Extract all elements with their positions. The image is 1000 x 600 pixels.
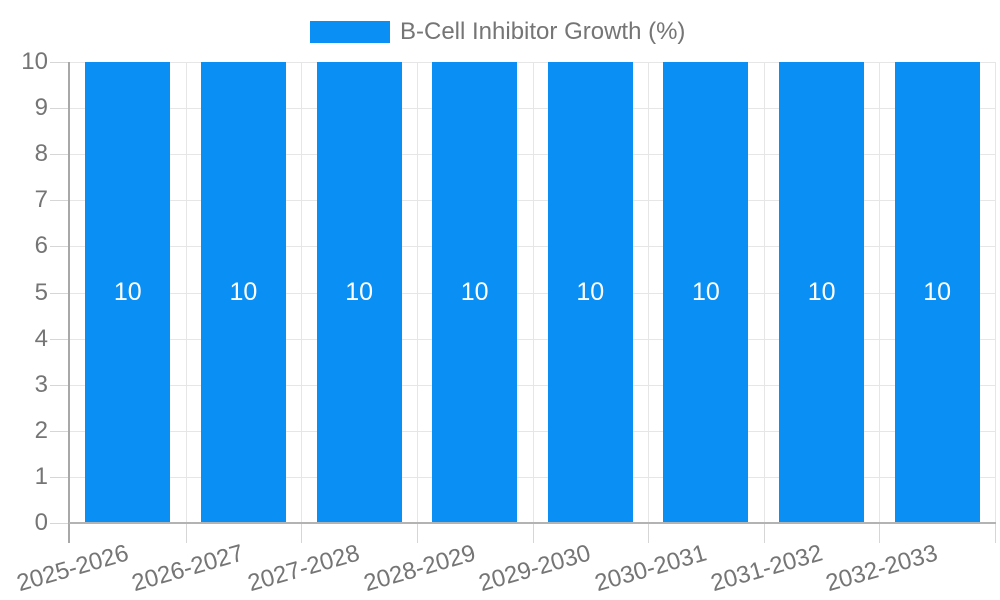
y-tick-label: 9: [34, 94, 48, 121]
y-gridline: [70, 62, 995, 63]
bar-value-label: 10: [460, 278, 489, 306]
y-gridline: [70, 246, 995, 247]
bar-2028-2029[interactable]: [432, 62, 518, 523]
bar-value-label: 10: [113, 278, 142, 306]
y-tick-label: 2: [34, 417, 48, 444]
category-boundary-gridline: [995, 62, 996, 523]
y-tick-mark: [50, 246, 69, 247]
category-boundary-gridline: [301, 62, 302, 523]
y-tick-label: 10: [21, 48, 48, 75]
y-gridline: [70, 339, 995, 340]
y-gridline: [70, 293, 995, 294]
x-tick-mark: [533, 523, 534, 543]
category-boundary-gridline: [764, 62, 765, 523]
x-tick-mark: [764, 523, 765, 543]
y-gridline: [70, 431, 995, 432]
y-tick-label: 8: [34, 140, 48, 167]
y-gridline: [70, 108, 995, 109]
x-tick-mark: [186, 523, 187, 543]
y-tick-label: 4: [34, 325, 48, 352]
bar-value-label: 10: [923, 278, 952, 306]
y-tick-label: 1: [34, 463, 48, 490]
y-tick-mark: [50, 523, 69, 524]
y-tick-mark: [50, 293, 69, 294]
bar-value-label: 10: [576, 278, 605, 306]
bar-2030-2031[interactable]: [663, 62, 749, 523]
bar-value-label: 10: [807, 278, 836, 306]
bar-2029-2030[interactable]: [547, 62, 633, 523]
y-gridline: [70, 200, 995, 201]
x-axis-baseline: [69, 522, 996, 524]
category-boundary-gridline: [648, 62, 649, 523]
y-tick-label: 5: [34, 279, 48, 306]
bar-2026-2027[interactable]: [200, 62, 286, 523]
y-tick-label: 0: [34, 509, 48, 536]
x-tick-mark: [301, 523, 302, 543]
y-gridline: [70, 385, 995, 386]
bar-2031-2032[interactable]: [779, 62, 865, 523]
y-tick-mark: [50, 154, 69, 155]
legend-item[interactable]: B-Cell Inhibitor Growth (%): [310, 19, 685, 45]
y-tick-mark: [50, 200, 69, 201]
y-tick-mark: [50, 477, 69, 478]
x-tick-mark: [995, 523, 996, 543]
y-tick-label: 6: [34, 232, 48, 259]
bar-2032-2033[interactable]: [894, 62, 980, 523]
category-boundary-gridline: [879, 62, 880, 523]
y-tick-mark: [50, 62, 69, 63]
y-gridline: [70, 477, 995, 478]
bar-2027-2028[interactable]: [316, 62, 402, 523]
category-boundary-gridline: [417, 62, 418, 523]
y-tick-mark: [50, 385, 69, 386]
y-tick-mark: [50, 108, 69, 109]
bar-value-label: 10: [691, 278, 720, 306]
bar-value-label: 10: [229, 278, 258, 306]
y-tick-label: 3: [34, 371, 48, 398]
x-tick-mark: [417, 523, 418, 543]
y-tick-mark: [50, 339, 69, 340]
x-tick-mark: [648, 523, 649, 543]
bar-value-label: 10: [345, 278, 373, 306]
legend-label: B-Cell Inhibitor Growth (%): [400, 18, 686, 45]
x-tick-mark: [879, 523, 880, 543]
category-boundary-gridline: [186, 62, 187, 523]
y-tick-label: 7: [34, 186, 48, 213]
y-tick-mark: [50, 431, 69, 432]
legend-color-swatch: [310, 21, 390, 43]
bar-2025-2026[interactable]: [85, 62, 171, 523]
y-axis-line: [68, 62, 70, 543]
category-boundary-gridline: [533, 62, 534, 523]
y-gridline: [70, 154, 995, 155]
